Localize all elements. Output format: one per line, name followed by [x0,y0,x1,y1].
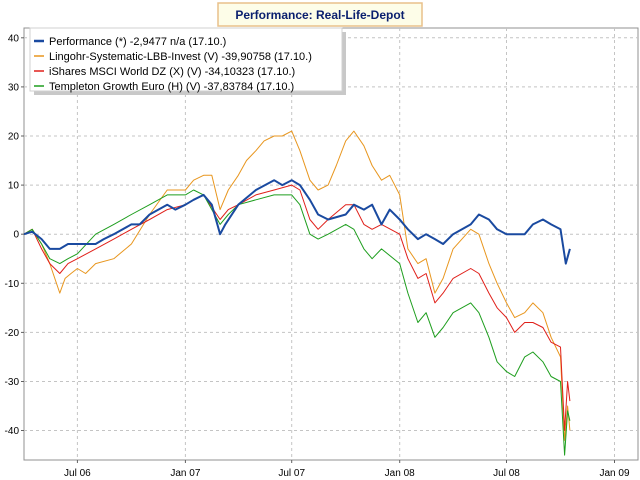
y-tick-label: -10 [5,279,20,290]
x-tick-label: Jan 08 [385,468,415,479]
y-tick-label: 10 [8,181,20,192]
legend-label-1: Lingohr-Systematic-LBB-Invest (V) -39,90… [49,51,312,63]
y-tick-label: 30 [8,82,20,93]
x-axis: Jul 06 Jan 07 Jul 07 Jan 08 Jul 08 Jan 09 [64,460,630,479]
y-tick-label: 40 [8,33,20,44]
y-tick-label: -20 [5,328,20,339]
series-line-2 [23,184,571,431]
series-line-0 [23,179,571,265]
y-axis: 40 30 20 10 0 -10 -20 -30 -40 [5,33,24,437]
grid-lines [24,28,638,460]
x-tick-label: Jul 07 [278,468,305,479]
y-tick-label: -30 [5,377,20,388]
x-tick-label: Jan 09 [599,468,629,479]
x-tick-label: Jan 07 [170,468,200,479]
legend-box [29,27,343,92]
y-tick-label: -40 [5,426,20,437]
y-tick-label: 0 [13,230,19,241]
x-tick-label: Jul 08 [493,468,520,479]
legend: Performance (*) -2,9477 n/a (17.10.) Ling… [29,27,346,95]
series-layer [23,130,571,456]
legend-label-0: Performance (*) -2,9477 n/a (17.10.) [49,36,226,48]
chart-title: Performance: Real-Life-Depot [235,8,404,22]
series-line-1 [23,130,571,441]
x-tick-label: Jul 06 [64,468,91,479]
chart-title-box: Performance: Real-Life-Depot [217,2,423,27]
title-frame [217,2,423,27]
series-line-3 [23,189,571,456]
y-tick-label: 20 [8,132,20,143]
legend-label-2: iShares MSCI World DZ (X) (V) -34,10323 … [49,66,295,78]
legend-label-3: Templeton Growth Euro (H) (V) -37,83784 … [49,81,294,93]
